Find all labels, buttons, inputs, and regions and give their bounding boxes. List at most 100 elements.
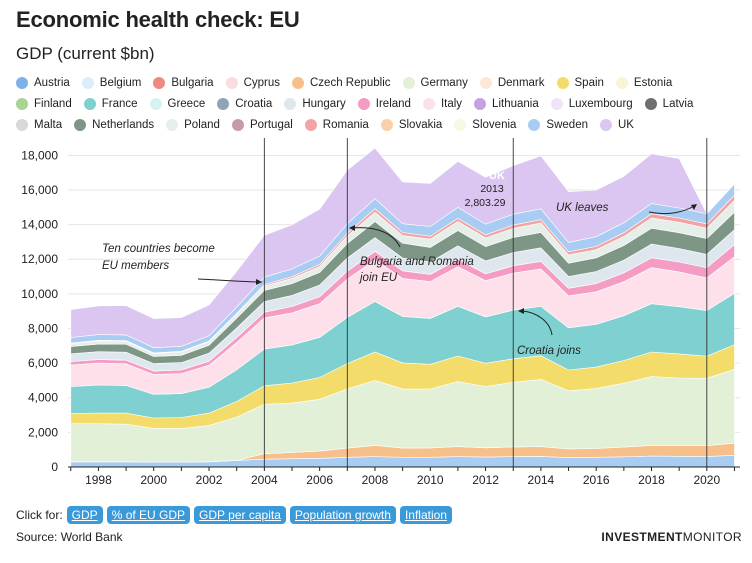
legend-swatch [166,119,179,131]
inflation-button[interactable]: Inflation [399,506,452,524]
legend-item[interactable]: UK [599,116,634,134]
uk-tooltip: UK 2013 2,803.29 [465,170,506,209]
legend-label: Malta [34,119,63,131]
annotation-text: UK leaves [556,202,609,214]
legend-swatch [599,119,612,131]
legend-swatch [231,119,244,131]
legend-label: Croatia [235,98,273,110]
legend-swatch [83,98,96,110]
annotation-bulgaria-romania: Bulgaria and Romania join EU [349,225,474,284]
y-tick-label: 0 [51,460,58,474]
legend-item[interactable]: Slovakia [380,116,442,134]
click-for-label: Click for: [16,508,63,522]
legend-item[interactable]: Slovenia [454,116,516,134]
x-tick-label: 2002 [196,473,223,487]
x-axis: 1998 2000 2002 2004 2006 2008 2010 2012 2014 2016… [68,466,740,487]
legend-swatch [16,98,28,110]
legend-item[interactable]: France [83,95,138,113]
legend-item[interactable]: Belgium [81,74,141,92]
y-tick-label: 8,000 [28,321,58,335]
legend-item[interactable]: Austria [16,74,70,92]
legend-label: Sweden [546,119,588,131]
legend-label: Hungary [302,98,346,110]
chart-title: Economic health check: EU [16,7,300,32]
legend-item[interactable]: Croatia [217,95,272,113]
annotation-text: Bulgaria and Romania [360,256,474,268]
tooltip-value: 2,803.29 [465,197,506,209]
legend-label: Finland [34,98,72,110]
legend-item[interactable]: Czech Republic [292,74,391,92]
legend-item[interactable]: Poland [166,116,220,134]
annotation-text: join EU [358,272,398,284]
x-tick-label: 2012 [472,473,499,487]
legend-item[interactable]: Bulgaria [153,74,214,92]
annotation-croatia: Croatia joins [517,308,581,357]
chart-subtitle: GDP (current $bn) [16,44,155,63]
legend-swatch [16,119,28,131]
legend-swatch [284,98,297,110]
gdp-button[interactable]: GDP [66,506,103,524]
legend-swatch [81,77,94,89]
y-tick-label: 10,000 [21,287,58,301]
y-tick-label: 18,000 [21,148,58,162]
legend-item[interactable]: Hungary [284,95,346,113]
legend-swatch [454,119,467,131]
annotation-ten-countries: Ten countries become EU members [102,243,263,285]
tooltip-title: UK [489,170,505,182]
legend-label: Cyprus [243,77,280,89]
legend-swatch [479,77,492,89]
legend-item[interactable]: Portugal [231,116,293,134]
legend-swatch [474,98,487,110]
legend-swatch [556,77,569,89]
legend-item[interactable]: Denmark [479,74,545,92]
legend-label: Netherlands [92,119,155,131]
annotation-arrowhead [349,225,355,231]
y-tick-label: 14,000 [21,218,58,232]
annotation-arrowhead [256,279,262,285]
legend-label: Romania [322,119,369,131]
legend-item[interactable]: Ireland [357,95,411,113]
legend-item[interactable]: Latvia [644,95,693,113]
legend-item[interactable]: Romania [304,116,369,134]
legend-item[interactable]: Italy [422,95,462,113]
legend-label: Greece [167,98,206,110]
legend-swatch [16,77,28,89]
legend-label: Ireland [375,98,411,110]
legend-item[interactable]: Finland [16,95,72,113]
legend-label: Estonia [633,77,673,89]
legend-label: Spain [574,77,604,89]
y-tick-label: 12,000 [21,252,58,266]
legend-label: France [101,98,138,110]
legend-item[interactable]: Luxembourg [550,95,633,113]
gdp-area-chart[interactable]: 1998 2000 2002 2004 2006 2008 2010 2012 2014 2016… [0,128,752,498]
legend-swatch [304,119,317,131]
brand-bold: INVESTMENT [601,530,683,544]
x-tick-label: 2006 [306,473,333,487]
annotation-uk-leaves: UK leaves [556,202,697,215]
source-note: Source: World Bank [16,530,123,544]
x-tick-label: 2000 [140,473,167,487]
legend-label: Germany [420,77,468,89]
legend-item[interactable]: Germany [402,74,468,92]
legend-item[interactable]: Lithuania [474,95,539,113]
legend-swatch [550,98,563,110]
x-tick-label: 2018 [638,473,665,487]
legend-item[interactable]: Cyprus [225,74,280,92]
annotation-arrow [648,205,695,215]
tooltip-year: 2013 [480,183,504,195]
population-growth-button[interactable]: Population growth [289,506,396,524]
x-tick-label: 2010 [417,473,444,487]
gdp-per-capita-button[interactable]: GDP per capita [194,506,286,524]
pct-eu-gdp-button[interactable]: % of EU GDP [106,506,191,524]
legend-item[interactable]: Spain [556,74,604,92]
x-tick-label: 2014 [528,473,555,487]
legend-item[interactable]: Sweden [528,116,588,134]
legend-item[interactable]: Malta [16,116,62,134]
legend-item[interactable]: Netherlands [74,116,154,134]
legend-item[interactable]: Greece [149,95,206,113]
metric-selector: Click for: GDP % of EU GDP GDP per capit… [16,506,456,524]
brand-rest: MONITOR [682,530,742,544]
legend-swatch [149,98,162,110]
area-series-band[interactable] [70,147,735,349]
legend-item[interactable]: Estonia [615,74,673,92]
